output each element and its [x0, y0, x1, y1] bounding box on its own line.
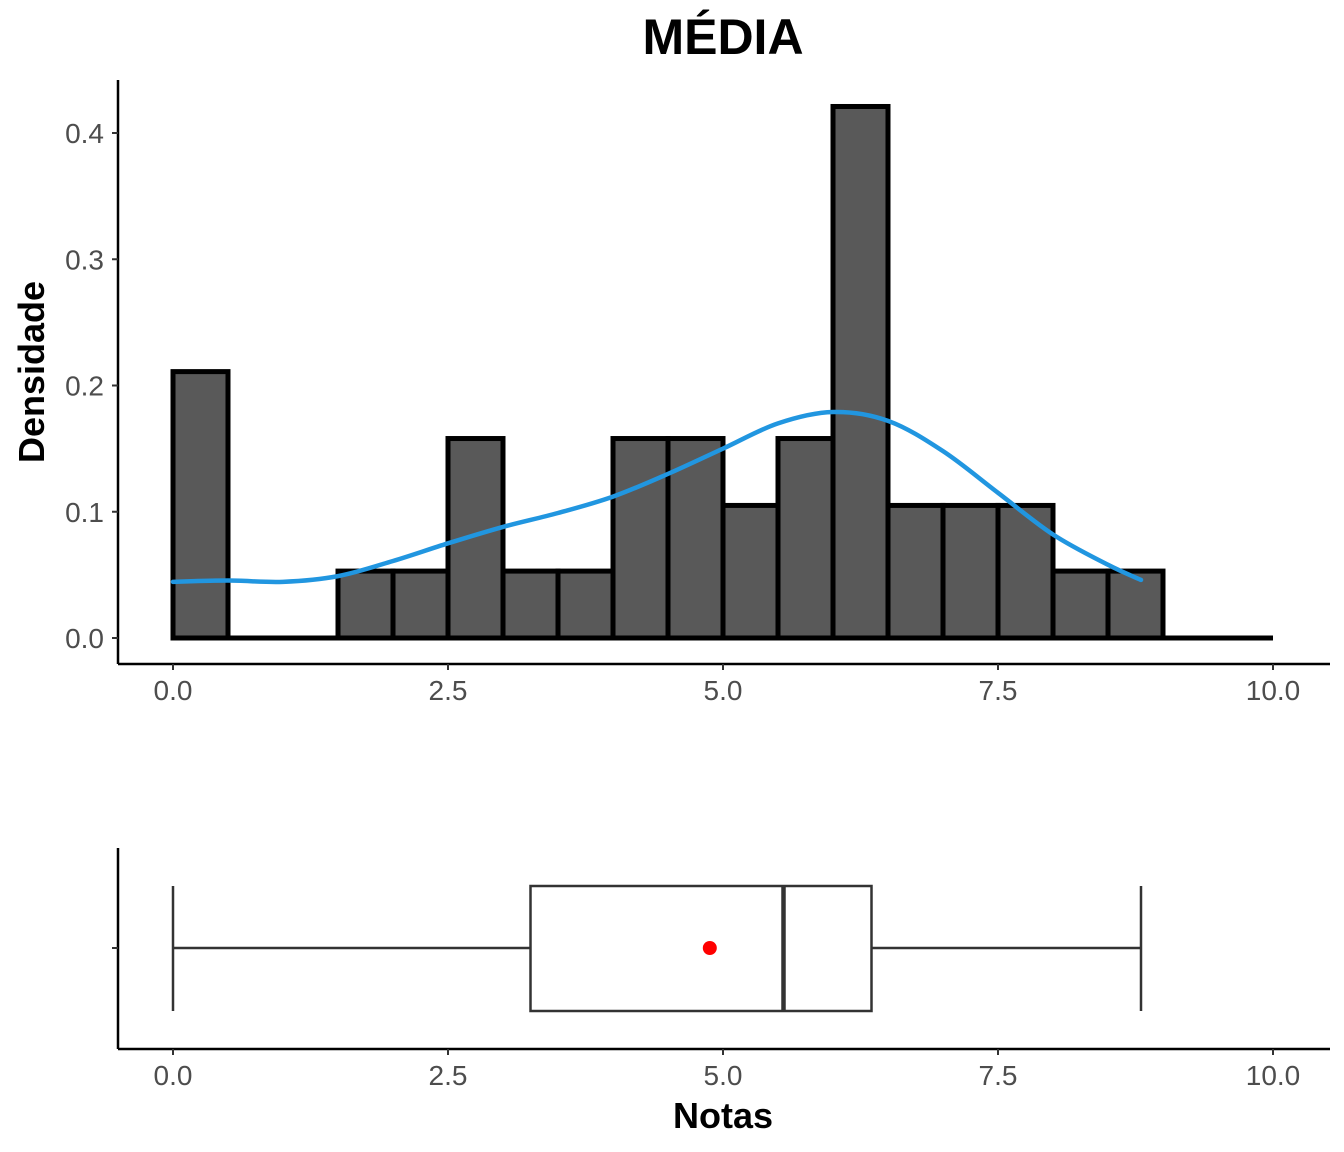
histogram-bar: [720, 502, 781, 641]
histogram-bar: [500, 568, 561, 641]
boxplot-x-tick-label: 2.5: [429, 1060, 468, 1091]
chart-title: MÉDIA: [642, 9, 803, 65]
density-curve: [170, 409, 1144, 585]
histogram-bar: [885, 502, 946, 641]
histogram-y-axis-title: Densidade: [11, 281, 52, 463]
histogram-x-tick-label: 10.0: [1246, 675, 1301, 706]
boxplot-marks: [171, 884, 1143, 1013]
histogram-bar: [335, 568, 396, 641]
histogram-x-tick-label: 5.0: [704, 675, 743, 706]
histogram-x-ticks: 0.0 2.5 5.0 7.5 10.0: [154, 664, 1301, 706]
histogram-bar: [1050, 568, 1111, 641]
histogram-y-tick-label: 0.1: [65, 497, 104, 528]
histogram-bars: [170, 103, 1273, 641]
boxplot-x-tick-label: 0.0: [154, 1060, 193, 1091]
histogram-y-ticks: 0.0 0.1 0.2 0.3 0.4: [65, 118, 118, 654]
boxplot-mean-point: [702, 941, 717, 955]
boxplot-panel: 0.0 2.5 5.0 7.5 10.0 Notas: [112, 848, 1330, 1136]
histogram-bar: [555, 568, 616, 641]
histogram-bar: [390, 568, 451, 641]
histogram-bar: [995, 502, 1056, 641]
histogram-x-tick-label: 7.5: [979, 675, 1018, 706]
histogram-x-tick-label: 2.5: [429, 675, 468, 706]
boxplot-x-tick-label: 7.5: [979, 1060, 1018, 1091]
histogram-bar: [170, 369, 231, 641]
histogram-panel: 0.0 0.1 0.2 0.3 0.4 0.0 2.5 5.0 7.5 10.0 Densida…: [11, 80, 1330, 706]
histogram-bar: [830, 103, 891, 641]
boxplot-x-axis-title: Notas: [673, 1095, 773, 1136]
histogram-y-tick-label: 0.2: [65, 371, 104, 402]
histogram-bar: [940, 502, 1001, 641]
boxplot-x-ticks: 0.0 2.5 5.0 7.5 10.0: [154, 1049, 1301, 1091]
boxplot-x-tick-label: 10.0: [1246, 1060, 1301, 1091]
boxplot-box: [529, 884, 873, 1013]
histogram-bar: [610, 436, 671, 641]
histogram-y-tick-label: 0.3: [65, 244, 104, 275]
histogram-x-tick-label: 0.0: [154, 675, 193, 706]
histogram-y-tick-label: 0.4: [65, 118, 104, 149]
histogram-bar: [775, 436, 836, 641]
boxplot-x-tick-label: 5.0: [704, 1060, 743, 1091]
histogram-bar: [445, 436, 506, 641]
histogram-bar: [1105, 568, 1166, 641]
histogram-y-tick-label: 0.0: [65, 623, 104, 654]
